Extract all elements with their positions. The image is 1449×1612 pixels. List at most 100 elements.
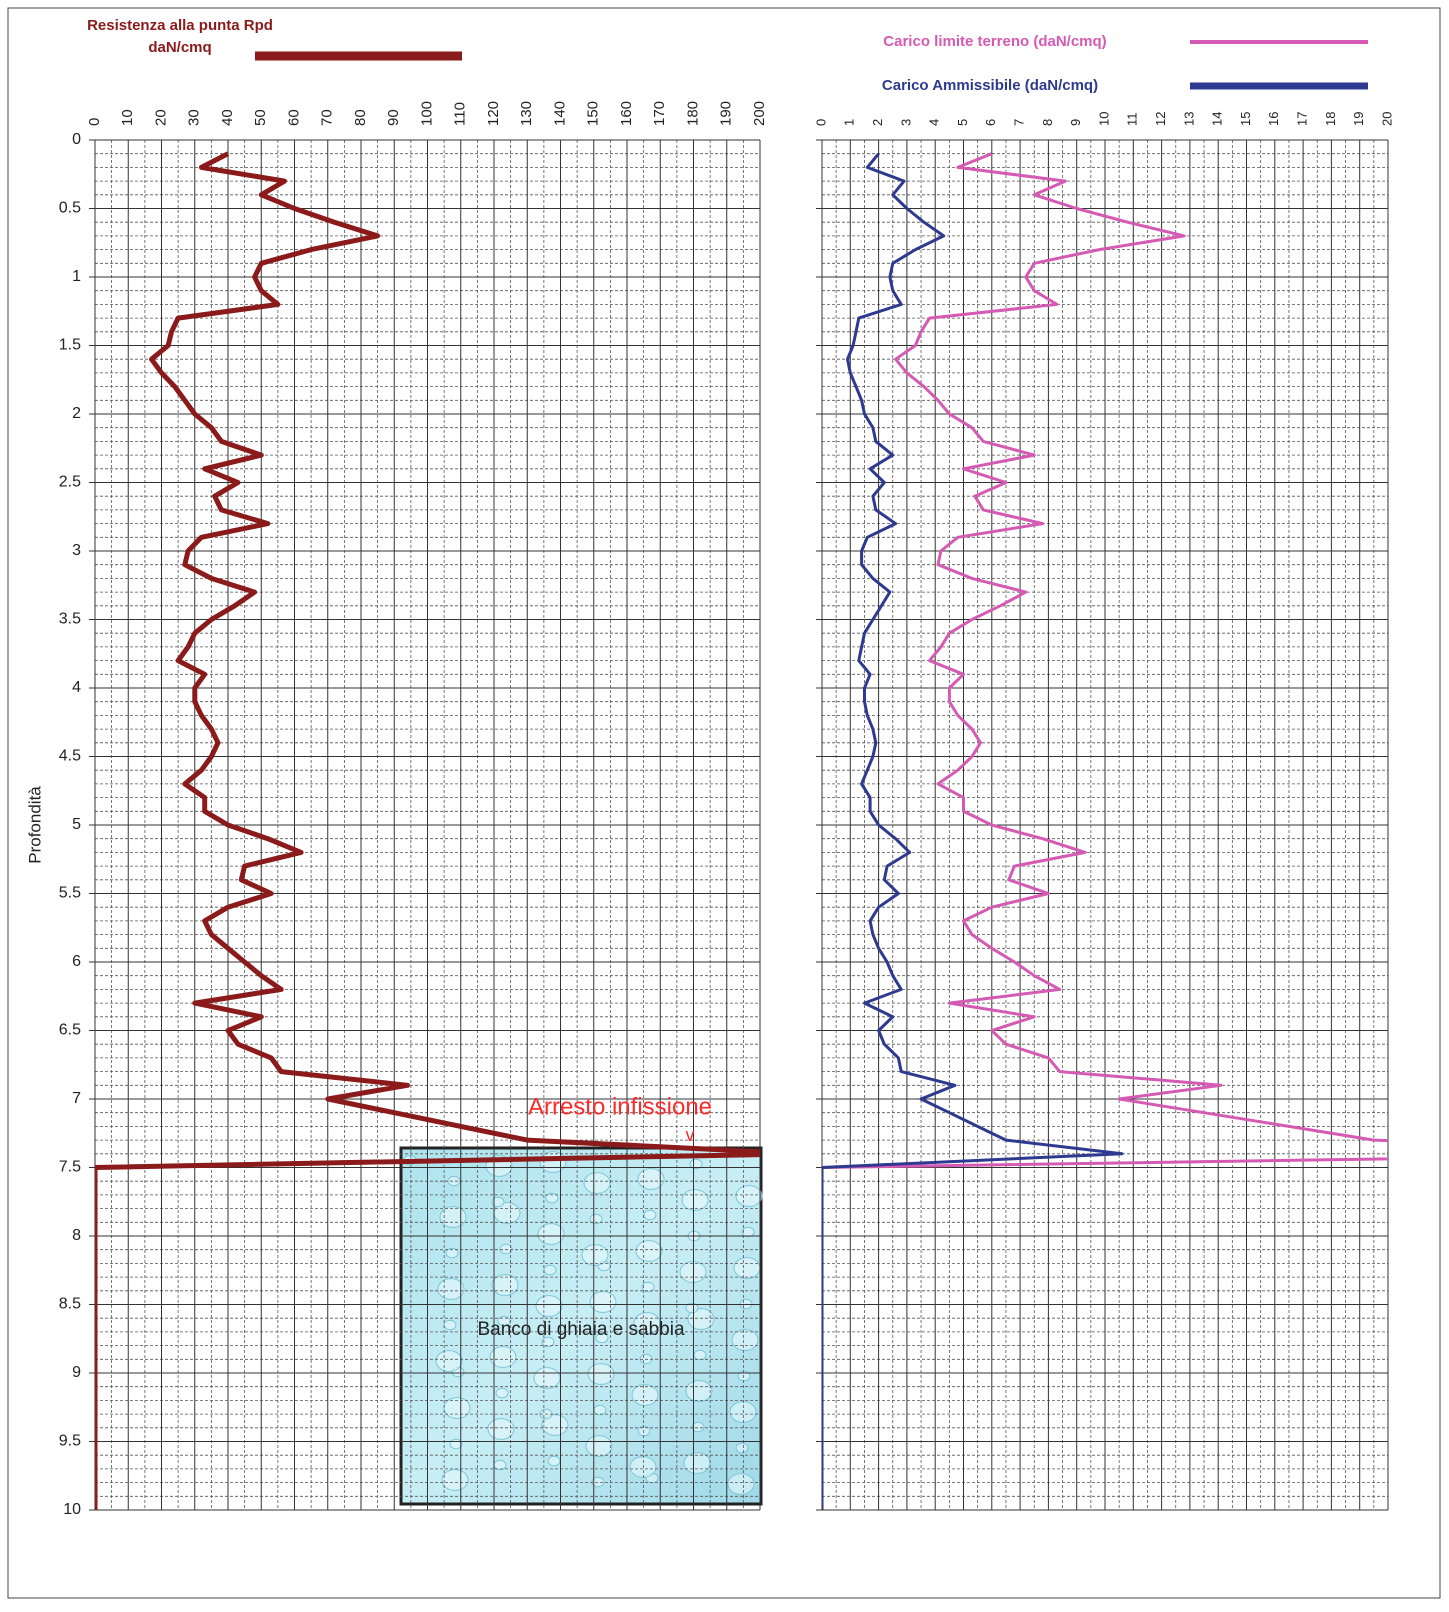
y-tick-label: 10 (63, 1501, 81, 1518)
droplet (641, 1281, 655, 1293)
x-tick-label: 0 (813, 119, 828, 126)
y-tick-label: 9 (72, 1364, 81, 1381)
droplet (583, 1172, 611, 1194)
droplet (537, 1223, 565, 1245)
x-tick-label: 13 (1181, 112, 1196, 126)
y-tick-label: 7 (72, 1090, 81, 1107)
y-tick-label: 5 (72, 816, 81, 833)
droplet (585, 1435, 613, 1457)
droplet (587, 1363, 615, 1385)
droplet (685, 1302, 699, 1314)
x-tick-label: 12 (1153, 112, 1168, 126)
x-tick-label: 17 (1295, 112, 1310, 126)
droplet (445, 1247, 459, 1259)
x-tick-label: 110 (452, 102, 469, 126)
droplet (595, 1332, 609, 1344)
x-tick-label: 18 (1323, 112, 1338, 126)
x-tick-label: 9 (1068, 119, 1083, 126)
legend-label: Carico limite terreno (daN/cmq) (883, 33, 1106, 50)
droplet (491, 1196, 505, 1208)
droplet (491, 1274, 519, 1296)
series-line (95, 151, 760, 1510)
y-tick-label: 0 (72, 131, 81, 148)
y-tick-label: 4 (72, 679, 81, 696)
droplet (547, 1455, 561, 1467)
y-tick-label: 6 (72, 953, 81, 970)
droplet (535, 1295, 563, 1317)
droplet (487, 1418, 515, 1440)
y-tick-label: 2.5 (59, 474, 81, 491)
x-tick-label: 14 (1210, 112, 1225, 126)
x-tick-label: 7 (1012, 119, 1027, 126)
x-tick-label: 60 (285, 109, 302, 126)
y-tick-label: 8 (72, 1227, 81, 1244)
droplet (635, 1240, 663, 1262)
droplet (737, 1370, 751, 1382)
y-axis-label: Profondità (25, 786, 44, 864)
x-tick-label: 10 (1096, 112, 1111, 126)
y-tick-label: 8.5 (59, 1296, 81, 1313)
y-tick-label: 1 (72, 268, 81, 285)
x-tick-label: 5 (955, 119, 970, 126)
y-tick-label: 5.5 (59, 885, 81, 902)
series-line (822, 152, 1388, 1510)
y-tick-label: 3.5 (59, 611, 81, 628)
droplet (543, 1264, 557, 1276)
droplet (691, 1421, 705, 1433)
x-tick-label: 70 (319, 109, 336, 126)
droplet (489, 1346, 517, 1368)
x-tick-label: 30 (186, 109, 203, 126)
droplet (727, 1473, 755, 1495)
droplet (731, 1329, 759, 1351)
droplet (533, 1367, 561, 1389)
droplet (593, 1404, 607, 1416)
layer-label: Banco di ghiaia e sabbia (477, 1319, 684, 1340)
droplet (643, 1209, 657, 1221)
droplet (631, 1384, 659, 1406)
droplet (683, 1452, 711, 1474)
droplet (591, 1476, 605, 1488)
series-line (822, 152, 1124, 1510)
x-tick-label: 120 (485, 101, 502, 126)
annotation: v (686, 1125, 695, 1145)
x-tick-label: 16 (1266, 112, 1281, 126)
x-tick-label: 2 (870, 119, 885, 126)
x-tick-label: 50 (252, 109, 269, 126)
x-tick-label: 90 (385, 109, 402, 126)
x-tick-label: 40 (219, 109, 236, 126)
x-tick-label: 10 (119, 109, 136, 126)
droplet (589, 1291, 617, 1313)
droplet (733, 1257, 761, 1279)
droplet (443, 1397, 471, 1419)
x-tick-label: 190 (718, 101, 735, 126)
x-tick-label: 20 (1379, 112, 1394, 126)
x-tick-label: 3 (898, 119, 913, 126)
x-tick-label: 150 (585, 101, 602, 126)
y-tick-label: 3 (72, 542, 81, 559)
droplet (741, 1226, 755, 1238)
y-tick-label: 7.5 (59, 1159, 81, 1176)
x-tick-label: 130 (518, 101, 535, 126)
x-tick-label: 19 (1351, 112, 1366, 126)
droplet (589, 1213, 603, 1225)
x-tick-label: 140 (551, 101, 568, 126)
annotation: Arresto infissione (528, 1093, 712, 1120)
droplet (681, 1189, 709, 1211)
droplet (545, 1192, 559, 1204)
y-tick-label: 4.5 (59, 748, 81, 765)
x-tick-label: 200 (751, 101, 768, 126)
droplet (687, 1308, 715, 1330)
x-tick-label: 80 (352, 109, 369, 126)
droplet (735, 1185, 763, 1207)
droplet (441, 1469, 469, 1491)
x-tick-label: 1 (842, 119, 857, 126)
legend-label: Resistenza alla punta Rpd (87, 17, 273, 34)
droplet (735, 1442, 749, 1454)
droplet (685, 1380, 713, 1402)
x-tick-label: 100 (418, 101, 435, 126)
x-tick-label: 15 (1238, 112, 1253, 126)
x-tick-label: 0 (86, 118, 103, 126)
droplet (447, 1175, 461, 1187)
x-tick-label: 4 (927, 119, 942, 126)
